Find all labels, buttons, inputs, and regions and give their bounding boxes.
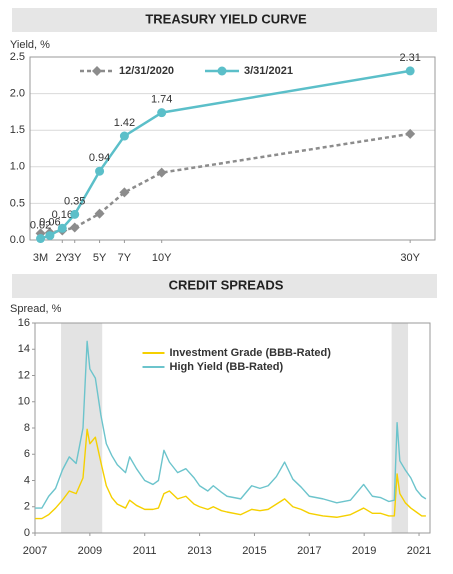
x-tick-label: 2019	[352, 545, 376, 557]
legend-marker	[92, 66, 102, 76]
x-tick-label: 2009	[78, 545, 102, 557]
series-line	[40, 132, 411, 235]
data-label: 0.02	[30, 219, 51, 231]
shaded-period	[391, 323, 409, 533]
title-band	[12, 8, 437, 32]
y-tick-label: 10	[18, 396, 30, 408]
data-label: 1.74	[151, 94, 172, 106]
y-tick-label: 2.0	[10, 88, 25, 100]
data-label: 2.31	[399, 52, 420, 64]
y-tick-label: 1.5	[10, 124, 25, 136]
point	[70, 209, 80, 219]
point	[95, 166, 105, 176]
point	[119, 131, 129, 141]
x-tick-label: 30Y	[400, 252, 420, 264]
y-tick-label: 12	[18, 369, 30, 381]
point	[405, 128, 416, 139]
y-tick-label: 1.0	[10, 161, 25, 173]
y-tick-label: 6	[24, 448, 30, 460]
series-line	[35, 428, 426, 520]
y-tick-label: 0.0	[10, 234, 25, 246]
y-tick-label: 16	[18, 317, 30, 329]
y-axis-label: Spread, %	[10, 303, 62, 315]
x-tick-label: 2013	[187, 545, 211, 557]
x-tick-label: 5Y	[93, 252, 107, 264]
point	[36, 234, 46, 244]
y-tick-label: 14	[18, 343, 30, 355]
point	[156, 167, 167, 178]
x-tick-label: 2Y	[56, 252, 70, 264]
data-label: 1.42	[114, 117, 135, 129]
data-label: 0.16	[52, 209, 73, 221]
series-line	[35, 340, 427, 509]
plot-frame	[29, 56, 436, 241]
x-tick-label: 3M	[33, 252, 48, 264]
legend-label: 3/31/2021	[244, 65, 293, 77]
data-label: 0.94	[89, 152, 110, 164]
plot-frame	[34, 322, 431, 534]
point	[119, 187, 130, 198]
legend-label: 12/31/2020	[119, 65, 174, 77]
x-tick-label: 2017	[297, 545, 321, 557]
y-tick-label: 8	[24, 422, 30, 434]
point	[405, 66, 415, 76]
title-band	[12, 274, 437, 298]
legend-marker	[217, 66, 227, 76]
x-tick-label: 3Y	[68, 252, 82, 264]
data-label: 0.06	[39, 217, 60, 229]
y-tick-label: 4	[24, 474, 30, 486]
y-tick-label: 2	[24, 501, 30, 513]
x-tick-label: 2011	[133, 545, 157, 557]
y-axis-label: Yield, %	[10, 39, 50, 51]
x-tick-label: 7Y	[118, 252, 132, 264]
chart-title: CREDIT SPREADS	[169, 277, 284, 292]
y-tick-label: 0.5	[10, 197, 25, 209]
point	[157, 108, 167, 118]
point	[69, 222, 80, 233]
legend-label: High Yield (BB-Rated)	[170, 361, 284, 373]
x-tick-label: 2015	[242, 545, 266, 557]
x-tick-label: 2007	[23, 545, 47, 557]
legend-label: Investment Grade (BBB-Rated)	[170, 347, 332, 359]
point	[45, 231, 55, 241]
y-tick-label: 2.5	[10, 51, 25, 63]
shaded-period	[61, 323, 103, 533]
chart-title: TREASURY YIELD CURVE	[145, 11, 307, 26]
x-tick-label: 2021	[407, 545, 431, 557]
data-label: 0.35	[64, 195, 85, 207]
point	[57, 223, 67, 233]
point	[94, 208, 105, 219]
x-tick-label: 10Y	[152, 252, 172, 264]
y-tick-label: 0	[24, 527, 30, 539]
